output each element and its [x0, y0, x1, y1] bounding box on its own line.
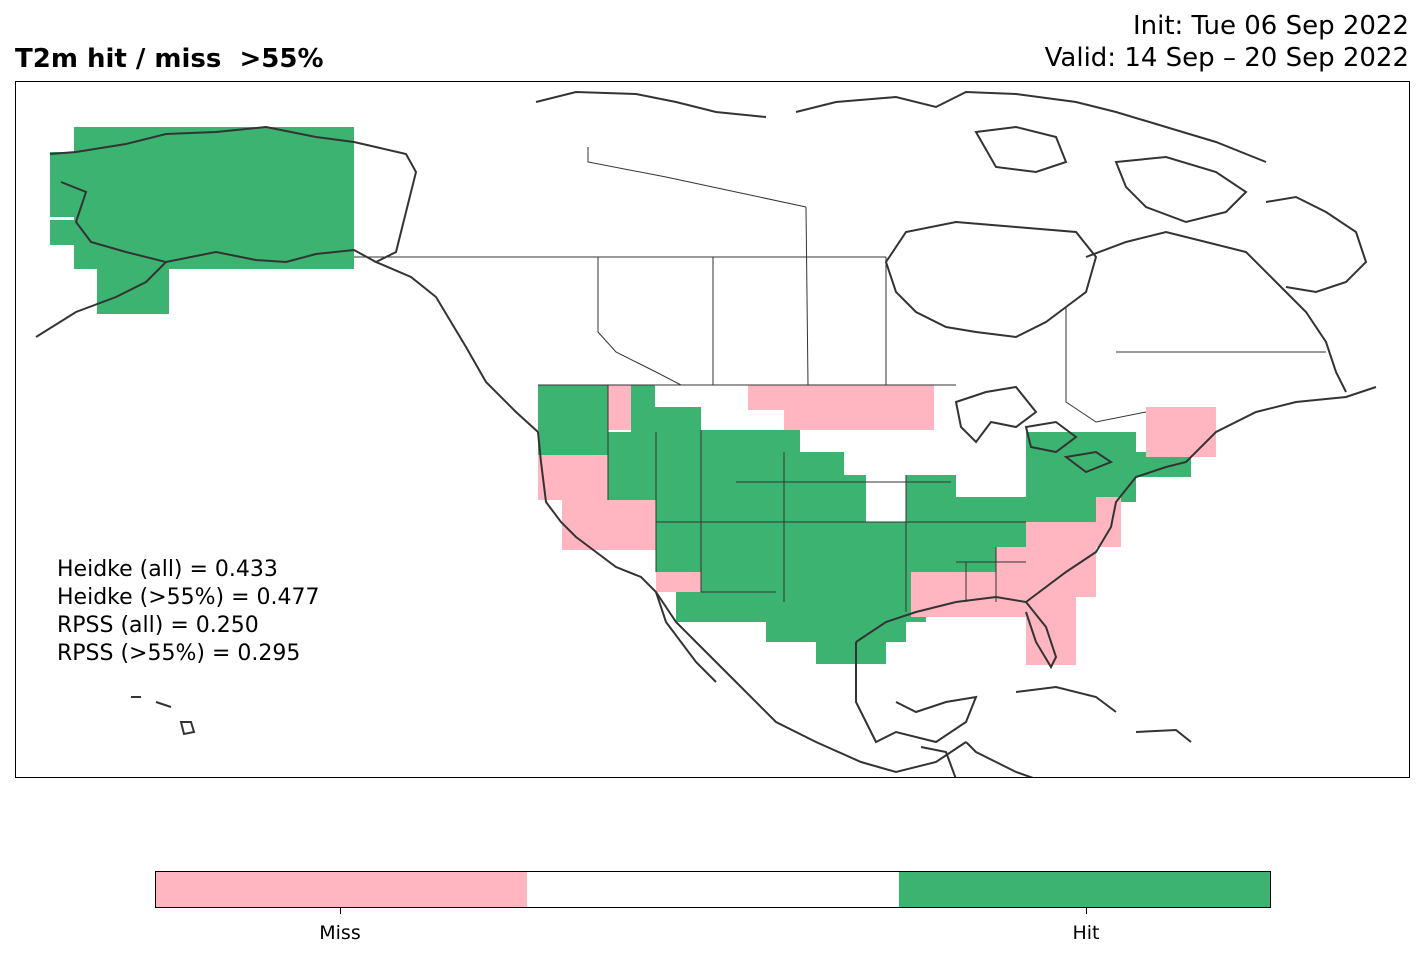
conus-hit-cells: [538, 385, 1191, 664]
colorbar-hit-swatch: [898, 872, 1270, 907]
heidke-all: Heidke (all) = 0.433: [57, 557, 278, 582]
colorbar-neutral-swatch: [527, 872, 899, 907]
colorbar: [155, 871, 1271, 908]
colorbar-tick-miss: [340, 908, 341, 914]
rpss-all: RPSS (all) = 0.250: [57, 613, 259, 638]
rpss-thresh: RPSS (>55%) = 0.295: [57, 641, 301, 666]
map-svg: [35, 90, 1377, 777]
political-borders: [354, 147, 1326, 612]
map-title: T2m hit / miss >55%: [15, 44, 324, 74]
conus-miss-cells: [538, 385, 1216, 665]
coastlines: [35, 90, 1377, 777]
colorbar-label-miss: Miss: [319, 922, 361, 944]
valid-range: Valid: 14 Sep – 20 Sep 2022: [1044, 43, 1409, 73]
skill-scores: Heidke (all) = 0.433 Heidke (>55%) = 0.4…: [57, 556, 320, 668]
alaska-cells: [50, 127, 354, 314]
colorbar-miss-swatch: [156, 872, 528, 907]
colorbar-label-hit: Hit: [1072, 922, 1100, 944]
forecast-dates: Init: Tue 06 Sep 2022 Valid: 14 Sep – 20…: [1045, 10, 1409, 74]
heidke-thresh: Heidke (>55%) = 0.477: [57, 585, 320, 610]
map-panel: [15, 81, 1410, 778]
init-date: Init: Tue 06 Sep 2022: [1132, 11, 1409, 41]
colorbar-tick-hit: [1086, 908, 1087, 914]
